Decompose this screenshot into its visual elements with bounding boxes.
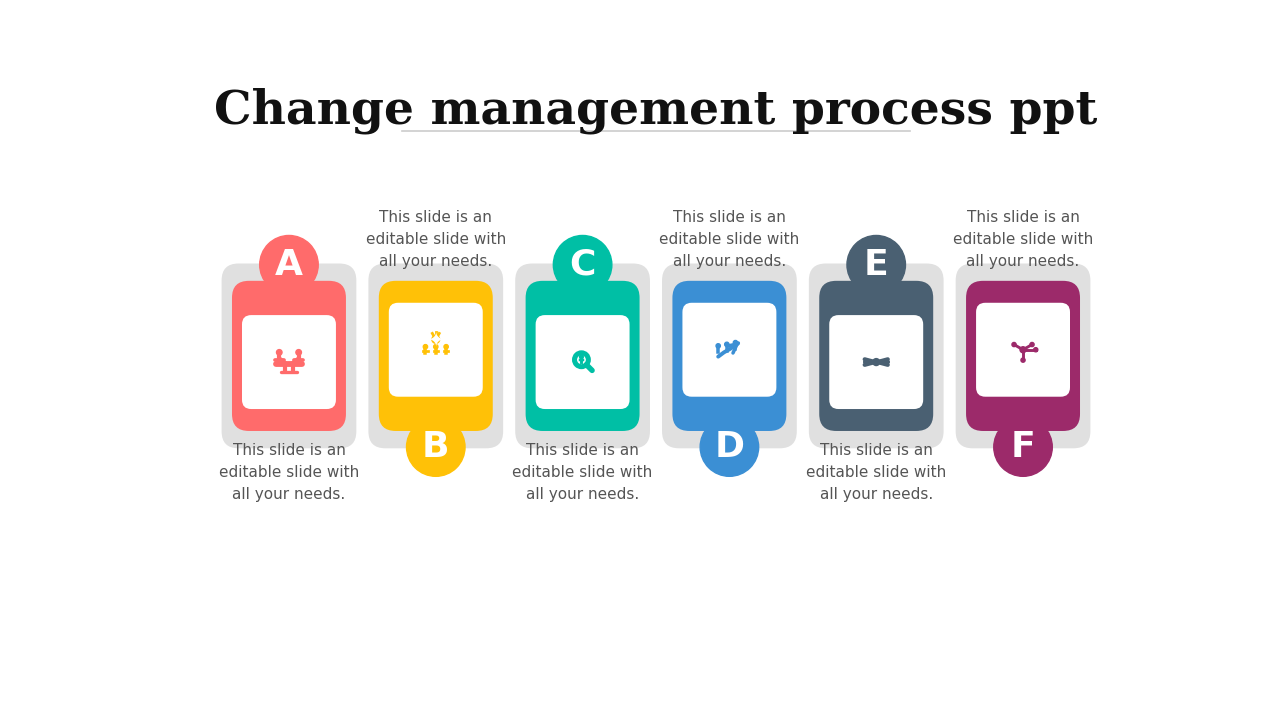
Text: This slide is an
editable slide with
all your needs.: This slide is an editable slide with all… bbox=[952, 210, 1093, 269]
Circle shape bbox=[716, 343, 721, 348]
FancyBboxPatch shape bbox=[516, 264, 650, 449]
FancyBboxPatch shape bbox=[966, 281, 1080, 431]
Circle shape bbox=[1021, 358, 1025, 362]
Circle shape bbox=[434, 345, 438, 349]
Text: This slide is an
editable slide with
all your needs.: This slide is an editable slide with all… bbox=[366, 210, 506, 269]
Text: This slide is an
editable slide with
all your needs.: This slide is an editable slide with all… bbox=[659, 210, 800, 269]
Circle shape bbox=[1020, 347, 1027, 353]
FancyBboxPatch shape bbox=[672, 281, 786, 431]
Circle shape bbox=[873, 359, 879, 366]
Text: Change management process ppt: Change management process ppt bbox=[214, 88, 1098, 135]
Circle shape bbox=[724, 342, 730, 346]
Circle shape bbox=[407, 418, 465, 477]
Circle shape bbox=[444, 345, 448, 349]
Circle shape bbox=[993, 418, 1052, 477]
Circle shape bbox=[1030, 343, 1034, 346]
Circle shape bbox=[276, 350, 282, 355]
Text: ✦: ✦ bbox=[428, 330, 444, 349]
FancyBboxPatch shape bbox=[221, 264, 356, 449]
FancyBboxPatch shape bbox=[662, 264, 796, 449]
FancyBboxPatch shape bbox=[829, 315, 923, 409]
FancyBboxPatch shape bbox=[956, 264, 1091, 449]
Circle shape bbox=[700, 418, 759, 477]
Circle shape bbox=[553, 235, 612, 294]
FancyBboxPatch shape bbox=[526, 281, 640, 431]
FancyBboxPatch shape bbox=[379, 281, 493, 431]
Circle shape bbox=[424, 345, 428, 349]
Circle shape bbox=[296, 350, 302, 355]
FancyBboxPatch shape bbox=[232, 281, 346, 431]
FancyBboxPatch shape bbox=[242, 315, 335, 409]
Circle shape bbox=[1012, 343, 1016, 346]
Text: D: D bbox=[714, 430, 745, 464]
FancyBboxPatch shape bbox=[369, 264, 503, 449]
Text: A: A bbox=[275, 248, 303, 282]
FancyBboxPatch shape bbox=[977, 303, 1070, 397]
Text: This slide is an
editable slide with
all your needs.: This slide is an editable slide with all… bbox=[219, 443, 360, 502]
Circle shape bbox=[431, 336, 439, 343]
FancyBboxPatch shape bbox=[809, 264, 943, 449]
Text: E: E bbox=[864, 248, 888, 282]
Circle shape bbox=[580, 355, 584, 359]
Circle shape bbox=[847, 235, 905, 294]
Circle shape bbox=[260, 235, 319, 294]
FancyBboxPatch shape bbox=[389, 303, 483, 397]
Text: C: C bbox=[570, 248, 595, 282]
FancyBboxPatch shape bbox=[682, 303, 777, 397]
Text: This slide is an
editable slide with
all your needs.: This slide is an editable slide with all… bbox=[512, 443, 653, 502]
Circle shape bbox=[1034, 348, 1038, 352]
FancyBboxPatch shape bbox=[819, 281, 933, 431]
Text: B: B bbox=[422, 430, 449, 464]
Text: F: F bbox=[1011, 430, 1036, 464]
Circle shape bbox=[733, 341, 737, 345]
FancyBboxPatch shape bbox=[535, 315, 630, 409]
Text: This slide is an
editable slide with
all your needs.: This slide is an editable slide with all… bbox=[806, 443, 946, 502]
